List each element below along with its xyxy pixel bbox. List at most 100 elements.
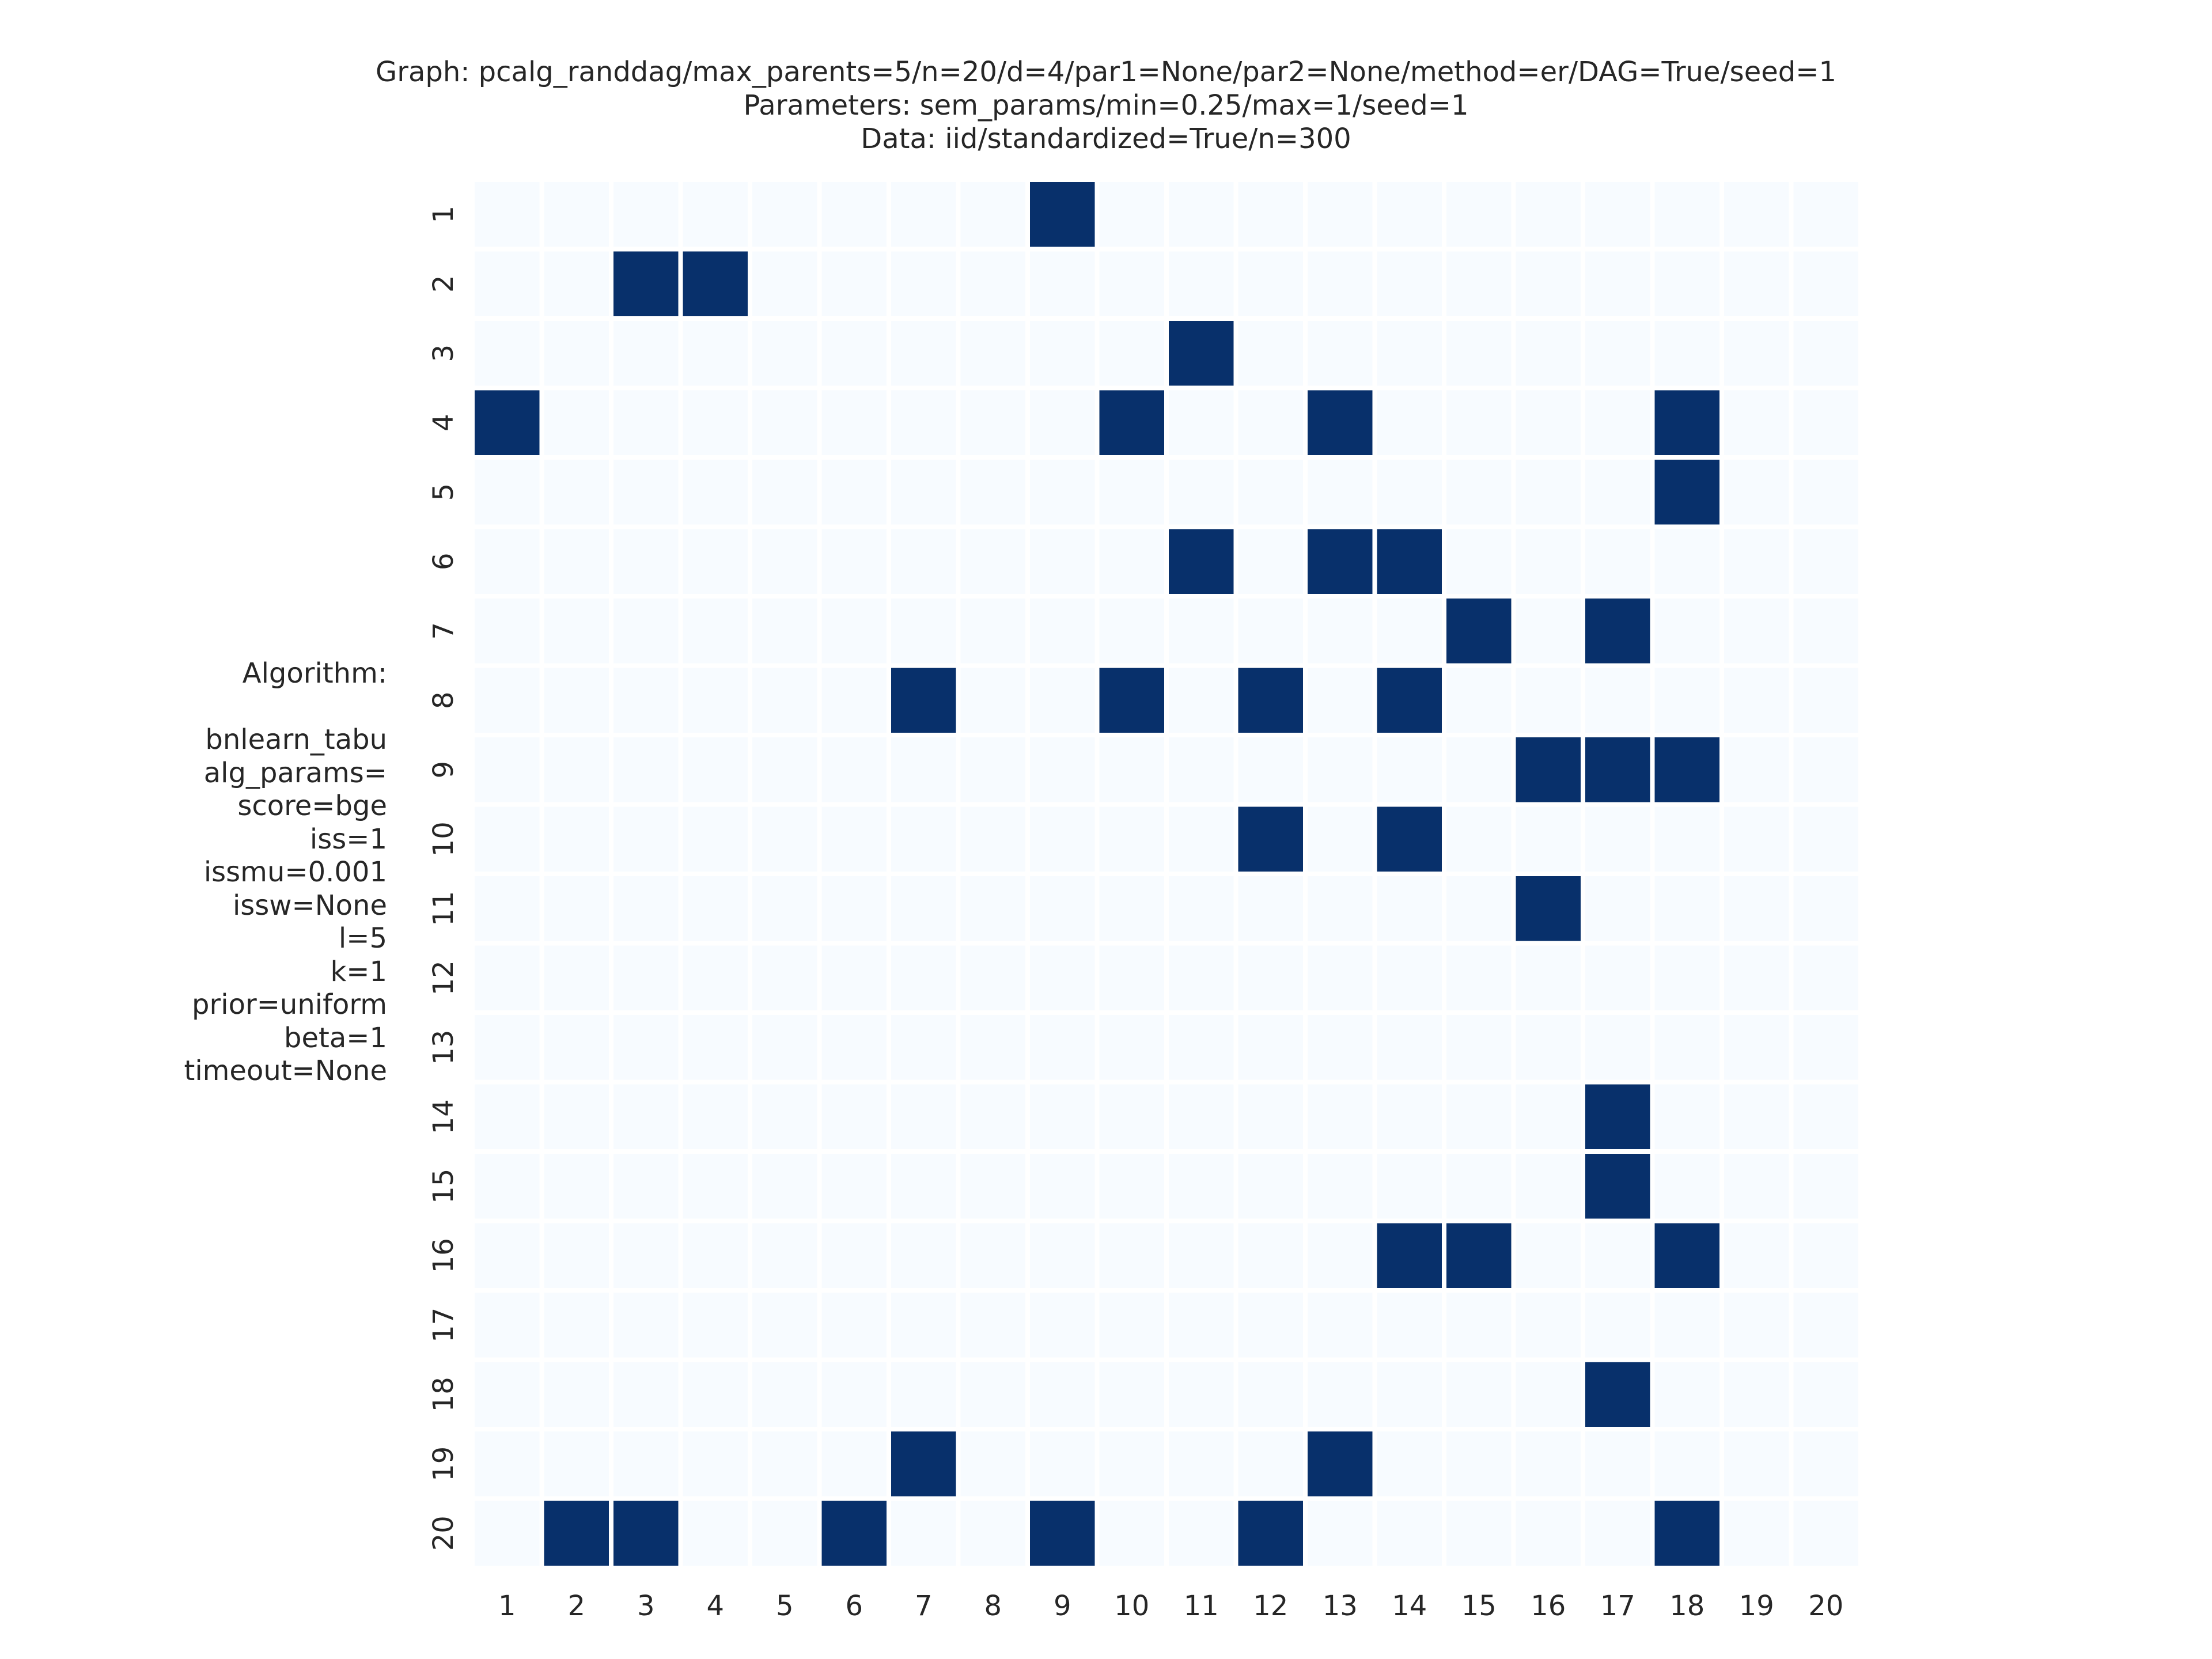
heatmap-cell-empty (1654, 1362, 1719, 1427)
heatmap-cell-empty (1516, 460, 1581, 525)
heatmap-cell-empty (1516, 1501, 1581, 1566)
heatmap-cell-empty (960, 1362, 1025, 1427)
heatmap-cell-empty (1099, 1223, 1164, 1288)
heatmap-cell-empty (752, 876, 817, 941)
heatmap-cell-empty (613, 1154, 679, 1219)
heatmap-cell-empty (960, 876, 1025, 941)
heatmap-cell-empty (821, 251, 887, 316)
heatmap-cell-empty (683, 1362, 748, 1427)
heatmap-cell-empty (821, 1362, 887, 1427)
heatmap-cell-empty (1169, 1154, 1234, 1219)
heatmap-cell-empty (1377, 1501, 1442, 1566)
heatmap-cell-empty (1030, 1223, 1095, 1288)
x-tick-label: 19 (1739, 1590, 1774, 1622)
heatmap-cell-empty (613, 321, 679, 386)
heatmap-cell-empty (1099, 1084, 1164, 1149)
heatmap-cell-empty (1446, 1431, 1512, 1497)
heatmap-cell-empty (960, 1501, 1025, 1566)
heatmap-cell-edge (1377, 668, 1442, 733)
heatmap-cell-empty (1308, 1223, 1373, 1288)
heatmap-cell-empty (1793, 1223, 1858, 1288)
heatmap-cell-empty (1308, 876, 1373, 941)
heatmap-cell-empty (475, 737, 540, 802)
algorithm-line: prior=uniform (192, 988, 387, 1021)
heatmap-cell-edge (1654, 1501, 1719, 1566)
heatmap-cell-empty (752, 390, 817, 455)
heatmap-cell-empty (475, 529, 540, 594)
heatmap-cell-empty (1169, 737, 1234, 802)
heatmap-cell-empty (613, 806, 679, 872)
heatmap-cell-empty (960, 737, 1025, 802)
heatmap-cell-empty (683, 1431, 748, 1497)
heatmap-cell-empty (960, 529, 1025, 594)
heatmap-cell-empty (1654, 1015, 1719, 1080)
heatmap-cell-empty (1099, 1154, 1164, 1219)
heatmap-cell-edge (1099, 390, 1164, 455)
heatmap-cell-empty (752, 251, 817, 316)
heatmap-cell-empty (891, 876, 956, 941)
heatmap-cell-empty (1585, 390, 1650, 455)
heatmap-cell-empty (891, 1084, 956, 1149)
heatmap-cell-empty (1099, 1362, 1164, 1427)
heatmap-cell-empty (1793, 1084, 1858, 1149)
heatmap-cell-empty (1585, 1015, 1650, 1080)
heatmap-cell-edge (1377, 1223, 1442, 1288)
heatmap-cell-empty (1238, 1015, 1303, 1080)
heatmap-cell-edge (1030, 182, 1095, 247)
heatmap-cell-empty (1238, 737, 1303, 802)
heatmap-cell-empty (1585, 1223, 1650, 1288)
heatmap-cell-empty (1585, 182, 1650, 247)
heatmap-cell-empty (1446, 1501, 1512, 1566)
algorithm-line: alg_params= (203, 756, 387, 789)
heatmap-cell-empty (1654, 599, 1719, 664)
heatmap-cell-empty (752, 1084, 817, 1149)
heatmap-cell-empty (960, 599, 1025, 664)
heatmap-cell-empty (1308, 1362, 1373, 1427)
heatmap-cell-empty (1585, 806, 1650, 872)
heatmap-cell-empty (544, 668, 609, 733)
heatmap-cell-empty (752, 737, 817, 802)
heatmap-cell-empty (1724, 1015, 1789, 1080)
heatmap-cell-empty (891, 599, 956, 664)
heatmap-cell-empty (1793, 945, 1858, 1010)
heatmap-cell-empty (1238, 1084, 1303, 1149)
heatmap-cell-empty (1169, 945, 1234, 1010)
heatmap-cell-empty (891, 321, 956, 386)
heatmap-cell-empty (891, 251, 956, 316)
y-tick-label: 4 (427, 414, 460, 431)
heatmap-cell-empty (960, 668, 1025, 733)
x-tick-label: 20 (1808, 1590, 1843, 1622)
heatmap-cell-empty (1308, 460, 1373, 525)
heatmap-cell-edge (1030, 1501, 1095, 1566)
heatmap-cell-empty (752, 460, 817, 525)
heatmap-cell-empty (1724, 1431, 1789, 1497)
heatmap-cell-empty (1654, 806, 1719, 872)
heatmap-cell-empty (1793, 1154, 1858, 1219)
heatmap-cell-empty (1446, 390, 1512, 455)
heatmap-cell-empty (1169, 251, 1234, 316)
heatmap-cell-empty (1724, 1293, 1789, 1358)
heatmap-cell-edge (683, 251, 748, 316)
heatmap-cell-edge (1654, 460, 1719, 525)
heatmap-cell-empty (1377, 737, 1442, 802)
heatmap-cell-empty (891, 737, 956, 802)
heatmap-cell-empty (1308, 1154, 1373, 1219)
heatmap-cell-empty (1308, 1015, 1373, 1080)
heatmap-cell-empty (821, 1431, 887, 1497)
heatmap-cell-empty (1169, 1501, 1234, 1566)
heatmap-cell-empty (1377, 1154, 1442, 1219)
x-tick-label: 7 (915, 1590, 933, 1622)
heatmap-cell-empty (1308, 737, 1373, 802)
heatmap-cell-empty (1030, 1015, 1095, 1080)
heatmap-cell-empty (752, 321, 817, 386)
heatmap-cell-empty (1377, 876, 1442, 941)
heatmap-cell-empty (891, 529, 956, 594)
heatmap-cell-empty (1446, 529, 1512, 594)
heatmap-cell-edge (613, 251, 679, 316)
heatmap-cell-empty (475, 460, 540, 525)
heatmap-cell-empty (960, 806, 1025, 872)
heatmap-cell-empty (1724, 1223, 1789, 1288)
heatmap-cell-empty (960, 1293, 1025, 1358)
heatmap-cell-empty (821, 1084, 887, 1149)
heatmap-cell-empty (544, 529, 609, 594)
